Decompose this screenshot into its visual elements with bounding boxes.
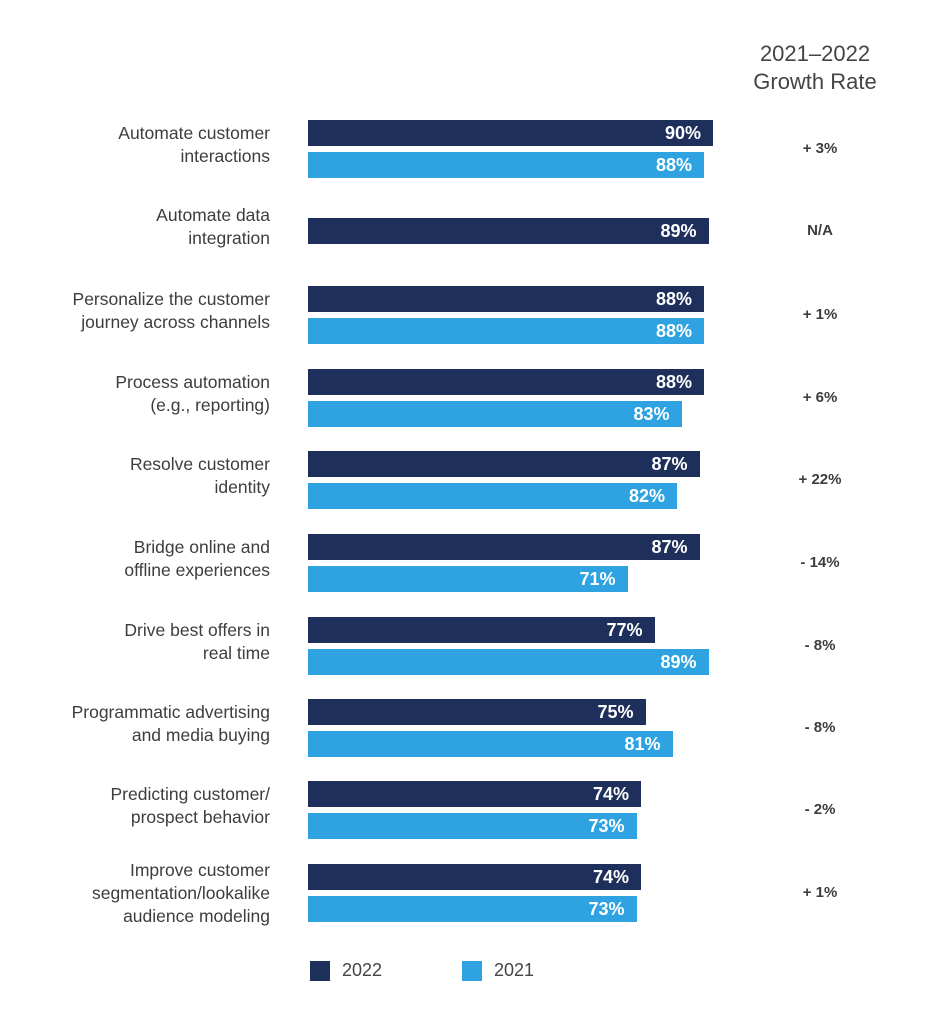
bar-value-label: 87% <box>651 536 688 557</box>
bar-2021: 88% <box>308 318 704 344</box>
category-label-line: (e.g., reporting) <box>150 395 270 415</box>
bar-value-label: 89% <box>660 220 697 241</box>
category-label-line: Automate customer <box>118 123 270 143</box>
bar-value-label: 82% <box>628 485 665 506</box>
bar-2022: 87% <box>308 451 700 477</box>
category-label-line: audience modeling <box>123 905 270 926</box>
category-label-line: Personalize the customer <box>72 289 270 309</box>
bar-2022: 74% <box>308 864 641 890</box>
bar-value-label: 77% <box>606 619 643 640</box>
category-label-line: Programmatic advertising <box>71 702 270 722</box>
bar-2022: 89% <box>308 218 709 244</box>
category-label-line: Predicting customer/ <box>110 784 270 804</box>
bar-value-label: 88% <box>655 320 692 341</box>
growth-rate-value: - 2% <box>804 801 836 818</box>
category-label-line: Bridge online and <box>133 537 270 557</box>
category-label-line: integration <box>188 228 270 248</box>
legend-label-2022: 2022 <box>342 960 383 980</box>
bar-value-label: 88% <box>655 154 692 175</box>
category-label-line: real time <box>202 643 270 663</box>
growth-rate-value: + 1% <box>802 306 838 323</box>
bar-2022: 75% <box>308 699 646 725</box>
growth-rate-title: 2021–2022 Growth Rate <box>700 40 930 96</box>
category-label-line: offline experiences <box>124 560 270 580</box>
legend-swatch-2021 <box>462 960 482 981</box>
bar-2022: 88% <box>308 369 704 395</box>
category-label-line: identity <box>214 477 270 497</box>
legend-item-2021: 2021 <box>462 960 534 981</box>
bar-value-label: 73% <box>588 898 625 919</box>
category-label-line: interactions <box>180 146 271 166</box>
bar-value-label: 83% <box>633 403 670 424</box>
growth-rate-title-line: Growth Rate <box>753 69 877 94</box>
bar-2021: 71% <box>308 566 628 592</box>
legend-label-2021: 2021 <box>494 960 535 980</box>
category-label-line: and media buying <box>131 725 270 745</box>
category-label-line: journey across channels <box>81 312 270 332</box>
category-label-line: segmentation/lookalike <box>91 882 270 903</box>
legend-item-2022: 2022 <box>310 960 382 981</box>
category-label: Automate data integration <box>20 204 270 250</box>
bar-2021: 83% <box>308 401 682 427</box>
category-label: Resolve customer identity <box>20 453 270 499</box>
bar-value-label: 81% <box>624 733 661 754</box>
bar-2022: 88% <box>308 286 704 312</box>
legend-swatch-2022 <box>310 960 330 981</box>
bar-value-label: 74% <box>592 866 629 887</box>
bar-value-label: 87% <box>651 453 688 474</box>
category-label: Automate customer interactions <box>20 122 270 168</box>
bar-2021: 82% <box>308 483 677 509</box>
bar-value-label: 71% <box>579 568 616 589</box>
bar-value-label: 90% <box>664 122 701 143</box>
category-label-line: Process automation <box>115 372 270 392</box>
growth-rate-value: + 6% <box>802 389 838 406</box>
bar-2022: 74% <box>308 781 641 807</box>
growth-rate-value: + 22% <box>798 471 842 488</box>
bar-value-label: 74% <box>592 783 629 804</box>
category-label: Predicting customer/prospect behavior <box>20 783 270 829</box>
bar-value-label: 89% <box>660 651 697 672</box>
growth-rate-value: - 8% <box>804 637 836 654</box>
bar-2021: 81% <box>308 731 673 757</box>
bar-2022: 87% <box>308 534 700 560</box>
bar-2022: 90% <box>308 120 713 146</box>
bar-value-label: 88% <box>655 371 692 392</box>
bar-2021: 73% <box>308 896 637 922</box>
bar-value-label: 88% <box>655 288 692 309</box>
bar-value-label: 73% <box>588 815 625 836</box>
category-label: Personalize the customer journey across c… <box>20 288 270 334</box>
bar-2021: 89% <box>308 649 709 675</box>
growth-rate-value: - 8% <box>804 719 836 736</box>
growth-rate-value: + 3% <box>802 140 838 157</box>
bar-2021: 73% <box>308 813 637 839</box>
category-label: Improve customer segmentation/lookalike au… <box>20 859 270 928</box>
growth-rate-value: - 14% <box>800 554 840 571</box>
category-label: Bridge online and offline experiences <box>20 536 270 582</box>
bar-2021: 88% <box>308 152 704 178</box>
category-label-line: Drive best offers in <box>124 620 270 640</box>
growth-rate-value: + 1% <box>802 884 838 901</box>
category-label: Process automation (e.g., reporting) <box>20 371 270 417</box>
category-label: Programmatic advertising and media buying <box>20 701 270 747</box>
growth-rate-value: N/A <box>807 222 833 239</box>
category-label-line: prospect behavior <box>130 807 270 827</box>
category-label: Drive best offers in real time <box>20 619 270 665</box>
category-label-line: Resolve customer <box>129 454 270 474</box>
category-label-line: Automate data <box>156 205 270 225</box>
category-label-line: Improve customer <box>129 859 270 880</box>
bar-2022: 77% <box>308 617 655 643</box>
bar-value-label: 75% <box>597 701 634 722</box>
growth-rate-title-line: 2021–2022 <box>759 41 871 66</box>
